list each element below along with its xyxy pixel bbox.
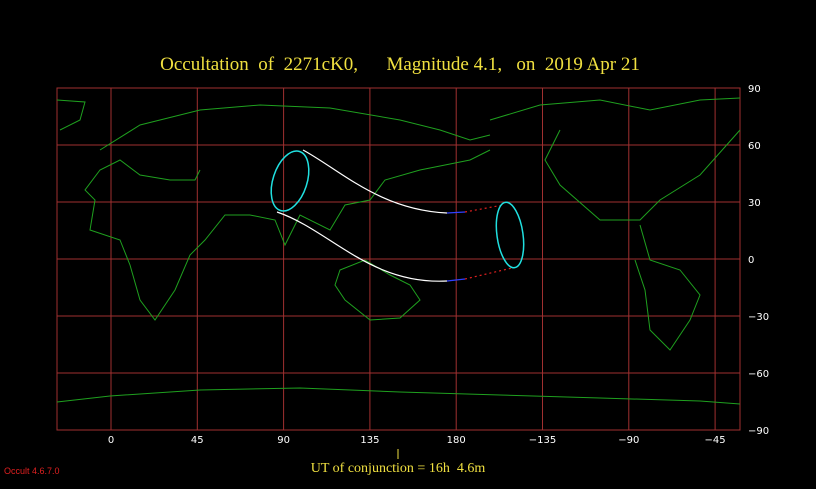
title: Occultation of 2271cK0, Magnitude 4.1, o… xyxy=(160,54,640,75)
path-daylight xyxy=(446,278,466,282)
path-limit-north xyxy=(302,149,448,214)
longitude-label: −45 xyxy=(705,435,726,446)
coastlines xyxy=(56,97,741,405)
occultation-path xyxy=(270,149,525,282)
longitude-label: −135 xyxy=(529,435,556,446)
shadow-outline xyxy=(495,201,525,269)
latitude-label: 30 xyxy=(748,198,761,209)
path-limit-south xyxy=(276,211,448,282)
shadow-outline xyxy=(270,150,310,212)
map-frame xyxy=(56,87,741,431)
longitude-label: 0 xyxy=(108,435,114,446)
version-label: Occult 4.6.7.0 xyxy=(4,466,60,476)
latitude-label: −30 xyxy=(748,312,769,323)
longitude-label: 90 xyxy=(277,435,290,446)
longitude-label: 135 xyxy=(360,435,379,446)
path-invisible xyxy=(464,204,513,280)
conjunction-label: UT of conjunction = 16h 4.6m xyxy=(311,461,486,476)
latitude-label: 60 xyxy=(748,141,761,152)
longitude-label: 180 xyxy=(447,435,466,446)
latitude-label: −60 xyxy=(748,369,769,380)
latitude-label: −90 xyxy=(748,426,769,437)
coastline xyxy=(56,99,491,321)
path-daylight xyxy=(446,211,466,214)
longitude-label: 45 xyxy=(191,435,204,446)
latitude-label: 90 xyxy=(748,84,761,95)
latitude-label: 0 xyxy=(748,255,754,266)
longitude-label: −90 xyxy=(618,435,639,446)
coastline xyxy=(489,97,741,351)
coastline xyxy=(56,387,741,405)
